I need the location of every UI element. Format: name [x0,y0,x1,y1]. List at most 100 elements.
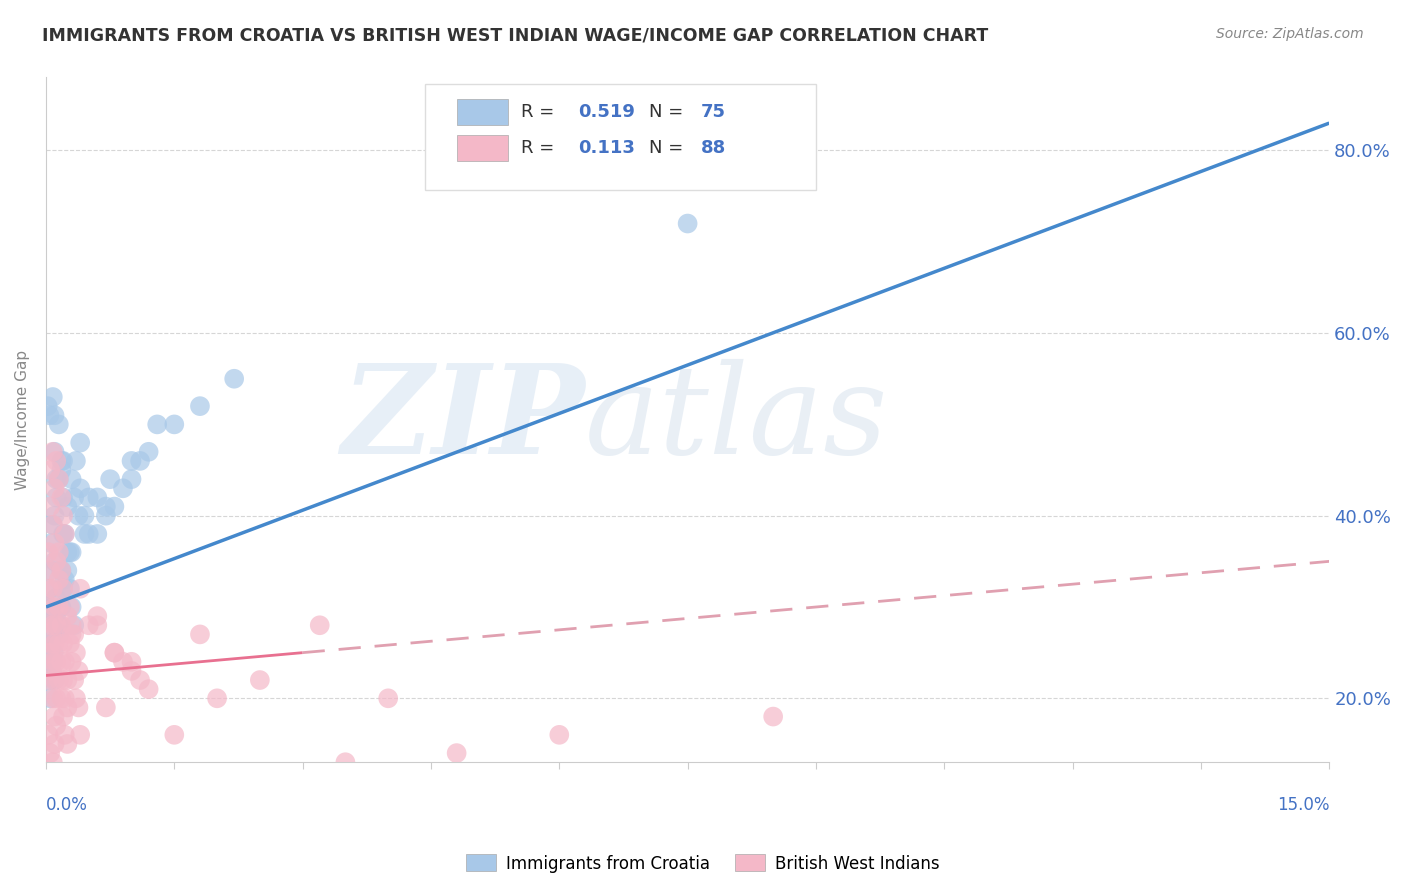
Point [65,691,87,706]
Text: 75: 75 [700,103,725,121]
Point [103,500,125,514]
Point [59,636,82,650]
Point [67,700,90,714]
Point [44,673,66,687]
Point [60,627,83,641]
Point [59,599,82,614]
Point [53,573,76,587]
Point [56,545,79,559]
Point [42,691,65,706]
Point [52,508,75,523]
Point [51,691,73,706]
Point [65,646,87,660]
Point [39,664,62,678]
Point [53,655,76,669]
Point [103,646,125,660]
Point [48,618,70,632]
Point [39,691,62,706]
Point [48,573,70,587]
Point [44,599,66,614]
Point [42,655,65,669]
Point [42,609,65,624]
Point [56,609,79,624]
Point [48,618,70,632]
Point [60,618,83,632]
Text: N =: N = [650,139,689,157]
Point [249,673,271,687]
Point [42,618,65,632]
Point [111,655,134,669]
Text: 88: 88 [700,139,725,157]
Point [53,728,76,742]
Point [63,627,86,641]
Point [163,417,186,432]
Point [52,582,75,596]
Point [39,564,62,578]
Point [45,454,67,468]
Point [52,527,75,541]
Point [45,655,67,669]
Point [86,527,108,541]
Text: 0.0%: 0.0% [46,797,87,814]
Point [39,636,62,650]
Point [45,472,67,486]
Point [52,709,75,723]
Point [44,444,66,458]
Point [52,582,75,596]
Point [51,463,73,477]
Point [38,618,60,632]
Point [42,646,65,660]
Point [377,691,399,706]
Point [44,636,66,650]
Point [138,444,160,458]
Point [42,756,65,770]
Point [163,728,186,742]
Point [56,673,79,687]
Text: R =: R = [520,103,560,121]
Point [51,491,73,505]
Point [51,599,73,614]
Point [488,773,510,788]
Point [39,599,62,614]
Point [48,545,70,559]
Point [42,444,65,458]
Point [52,636,75,650]
Point [44,737,66,751]
Point [52,491,75,505]
Point [188,627,211,641]
Point [42,655,65,669]
Point [676,217,699,231]
Point [56,700,79,714]
Point [73,508,96,523]
Point [38,599,60,614]
Point [45,691,67,706]
Point [42,582,65,596]
Point [38,582,60,596]
Point [69,435,91,450]
Point [44,409,66,423]
Point [111,481,134,495]
Point [39,746,62,760]
Point [129,673,152,687]
FancyBboxPatch shape [425,84,815,190]
Point [51,655,73,669]
Text: R =: R = [520,139,560,157]
Point [38,627,60,641]
Point [60,472,83,486]
Text: atlas: atlas [585,359,889,481]
Point [38,655,60,669]
Point [548,728,571,742]
Point [446,746,468,760]
Point [86,609,108,624]
Point [138,682,160,697]
Point [52,454,75,468]
Point [42,390,65,404]
Point [60,655,83,669]
Point [121,454,143,468]
Text: Source: ZipAtlas.com: Source: ZipAtlas.com [1216,27,1364,41]
FancyBboxPatch shape [457,99,508,126]
Point [103,646,125,660]
Point [335,756,357,770]
Point [48,599,70,614]
Point [41,664,63,678]
